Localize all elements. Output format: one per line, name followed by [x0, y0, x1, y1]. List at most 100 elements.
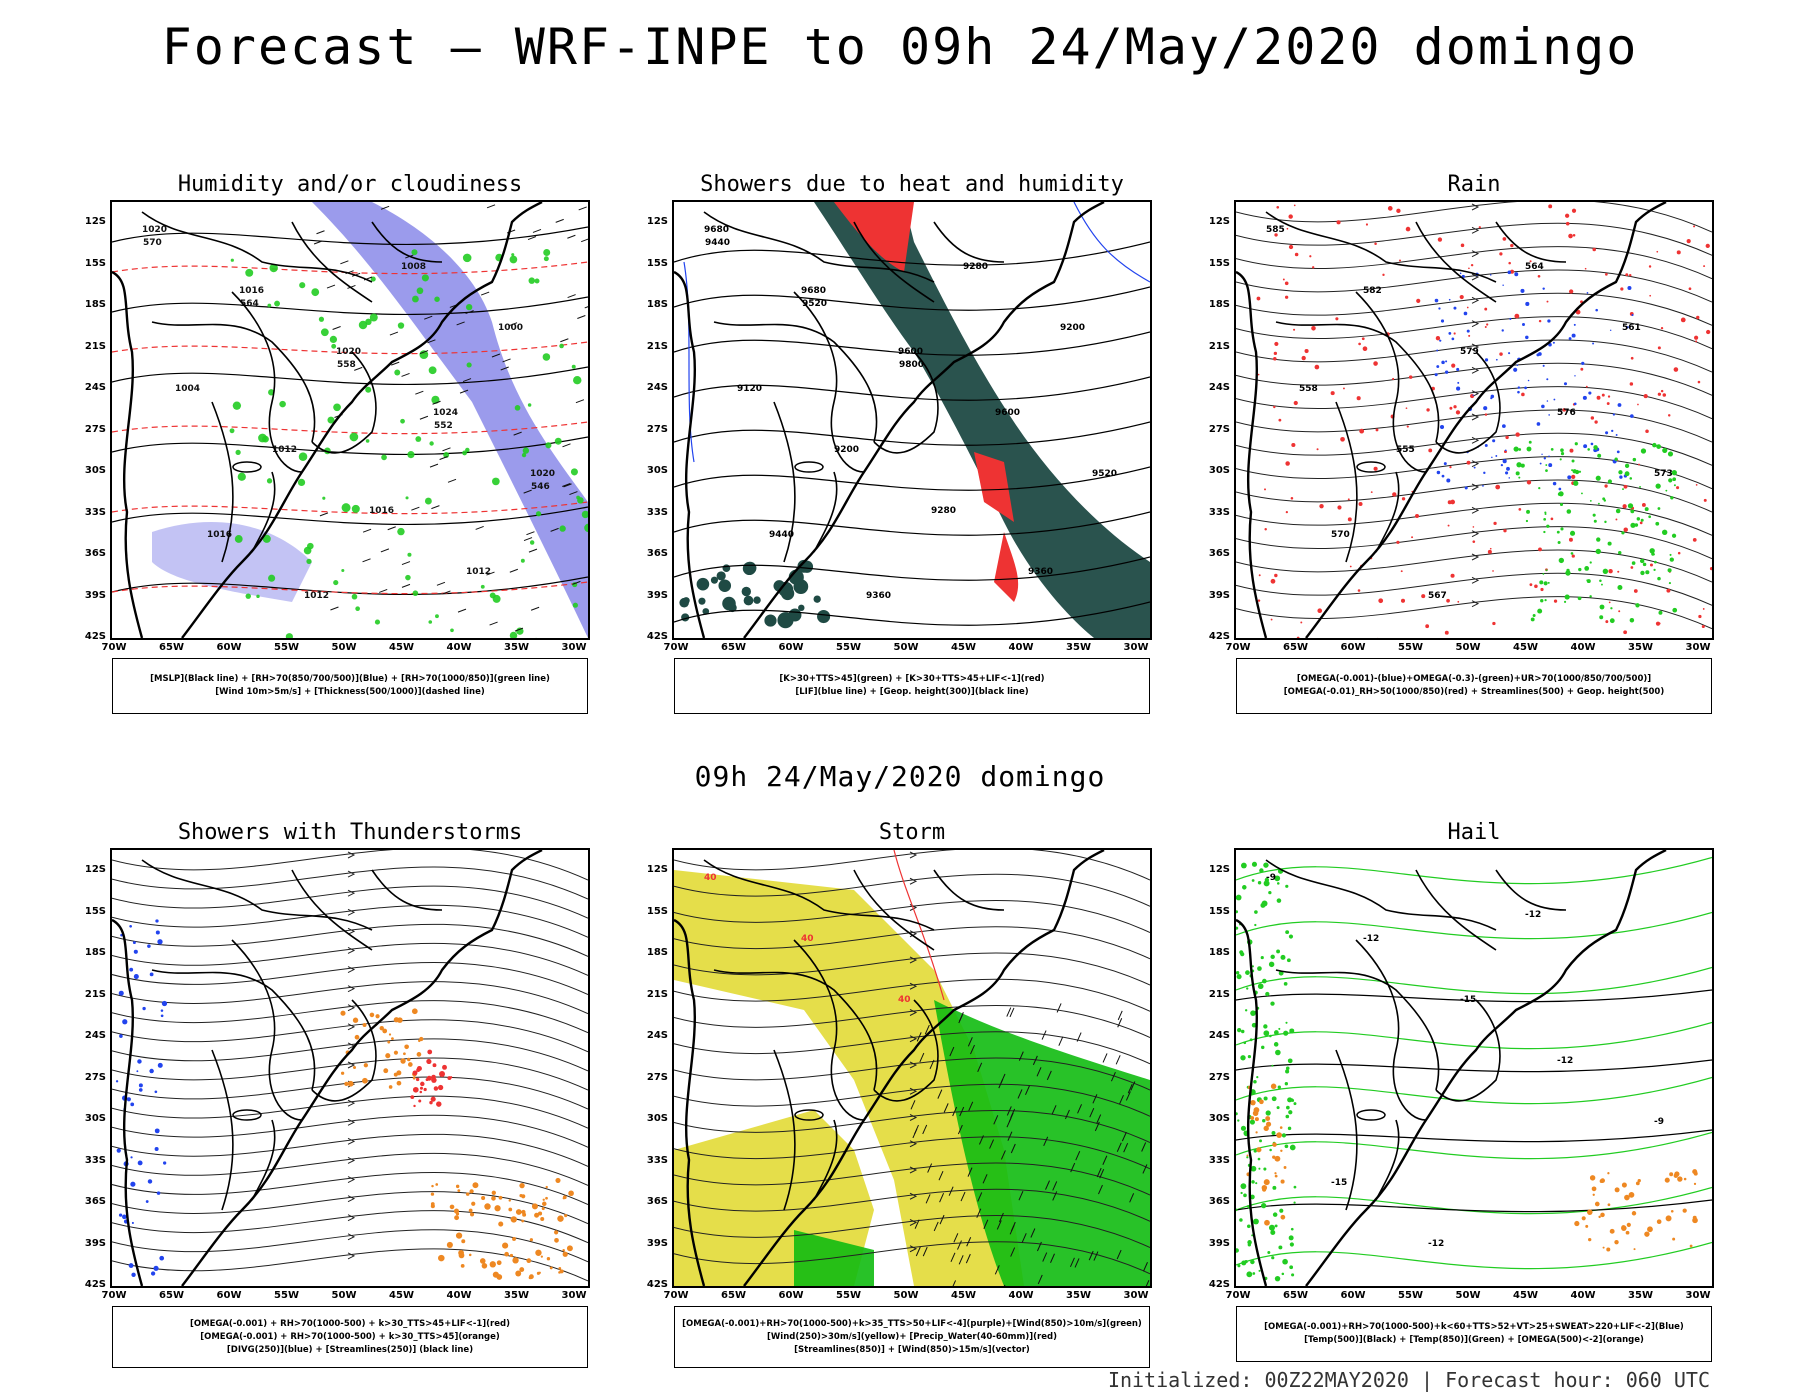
omega-blue-dot [1464, 486, 1468, 490]
streamline [112, 1133, 588, 1167]
omega-red-dot [1605, 620, 1609, 624]
streamline-arrow [1471, 553, 1480, 561]
orange-cell [521, 1219, 525, 1223]
lat-tick-label: 21S [84, 340, 106, 352]
lon-tick-label: 30W [561, 1290, 587, 1301]
k-tts-dot [702, 608, 710, 615]
temp-500-contour [1236, 989, 1712, 1003]
map-humidity[interactable]: 1020 1016 1020 1024 1020 1016 1012 1008 1000 1004… [110, 200, 590, 640]
k-tts-dot [710, 576, 718, 584]
lat-tick-label: 36S [646, 1196, 668, 1207]
orange-cell [481, 1196, 486, 1201]
streamline [112, 1000, 588, 1034]
wind-vector [401, 583, 411, 588]
rh-lowlevel-dot [543, 249, 551, 257]
streamline-arrow [347, 1214, 356, 1222]
contour-label: 585 [1266, 225, 1285, 235]
rh-lowlevel-dot [584, 523, 588, 533]
rh-lowlevel-dot [320, 328, 329, 337]
omega-orange-dot [1585, 1224, 1589, 1228]
map-svg [112, 850, 588, 1286]
lon-axis: 70W 65W 60W 55W 50W 45W 40W 35W 30W [102, 642, 590, 656]
orange-cell [407, 1062, 413, 1067]
wind-vector [340, 260, 349, 265]
lat-tick-label: 12S [646, 216, 668, 227]
temp-850-dot [1285, 884, 1289, 888]
streamline-arrow [347, 1004, 356, 1012]
map-storm[interactable]: 40 40 40 [672, 848, 1152, 1288]
wind-vector [550, 527, 559, 532]
omega-red-dot [1564, 213, 1570, 218]
wind-vector [1051, 1105, 1057, 1115]
wind-vector [527, 236, 537, 241]
temp-850-dot [1287, 1058, 1293, 1064]
omega-red-dot [1702, 608, 1705, 610]
omega-blue-dot [1490, 397, 1493, 400]
contour-label: -12 [1428, 1239, 1444, 1249]
rh-lowlevel-dot [559, 525, 566, 532]
wind-vector [1125, 1091, 1131, 1101]
orange-cell [438, 1254, 445, 1262]
omega-red-dot [1285, 511, 1288, 514]
omega-green-dot [1630, 522, 1636, 528]
streamline-arrow [909, 1245, 918, 1253]
lat-tick-label: 21S [84, 988, 106, 1000]
map-rain[interactable]: 585 582 579 576 573 570 567 564 561 558 555 [1234, 200, 1714, 640]
divg-blue-dot [154, 1146, 159, 1152]
lat-tick-label: 33S [1208, 1154, 1230, 1166]
orange-cell [557, 1215, 564, 1222]
streamline [674, 1214, 1150, 1248]
omega-orange-dot [1606, 1247, 1611, 1252]
temp-850-dot [1247, 1240, 1252, 1245]
wind-850-area [934, 1000, 1150, 1286]
divg-blue-dot [131, 1272, 136, 1277]
omega-green-dot [1578, 470, 1582, 473]
omega-green-dot [1581, 492, 1583, 495]
divg-blue-dot [145, 1200, 149, 1203]
omega-green-dot [1543, 517, 1547, 521]
omega-red-dot [1594, 420, 1598, 424]
map-hail[interactable]: -9 -12 -15 -12 -9 -15 -12 -12 [1234, 848, 1714, 1288]
omega-red-dot [1657, 392, 1662, 396]
divg-blue-dot [142, 1006, 146, 1011]
omega-green-dot [1639, 558, 1645, 564]
wind-vector [1045, 1180, 1050, 1190]
omega-red-dot [1694, 335, 1699, 340]
rh-lowlevel-dot [262, 435, 269, 443]
orange-cell [542, 1201, 547, 1207]
streamline-arrow [1471, 343, 1480, 351]
rh-lowlevel-dot [421, 274, 429, 282]
wind-vector [933, 1221, 939, 1232]
lon-axis: 70W 65W 60W 55W 50W 45W 40W 35W 30W [664, 1290, 1152, 1304]
country-border [703, 211, 935, 283]
temp-850-dot [1289, 1265, 1294, 1270]
omega-green-dot [1627, 503, 1634, 509]
map-showers-heat[interactable]: 9680 9680 9600 9600 9520 9440 9360 9280 9200 9120… [672, 200, 1152, 640]
rh-lowlevel-dot [306, 558, 312, 564]
contour-label: 9440 [769, 530, 794, 540]
streamline [1236, 526, 1712, 560]
orange-cell [512, 1237, 516, 1241]
contour-label: -9 [1266, 873, 1276, 883]
temp-850-dot [1254, 923, 1257, 927]
omega-red-dot [1571, 208, 1577, 213]
temp-850-dot [1274, 1224, 1278, 1228]
k-tts-dot [722, 564, 731, 573]
omega-blue-dot [1626, 326, 1629, 329]
wind-vector [1042, 1252, 1048, 1262]
omega-red-dot [1623, 527, 1628, 532]
omega-red-dot [1510, 243, 1514, 248]
wind-vector [1093, 1251, 1099, 1261]
wind-vector [1010, 1221, 1016, 1232]
streamline [1236, 202, 1712, 233]
omega-red-dot [1628, 273, 1632, 277]
lat-tick-label: 39S [646, 1237, 668, 1249]
orange-cell [535, 1249, 542, 1256]
temp-850-dot [1236, 1208, 1238, 1212]
map-thunderstorms[interactable] [110, 848, 590, 1288]
omega-orange-dot [1250, 1116, 1255, 1120]
omega-green-dot [1618, 550, 1622, 555]
omega-blue-dot [1524, 386, 1527, 390]
rh-lowlevel-dot [492, 594, 501, 603]
divg-blue-dot [130, 1156, 133, 1159]
